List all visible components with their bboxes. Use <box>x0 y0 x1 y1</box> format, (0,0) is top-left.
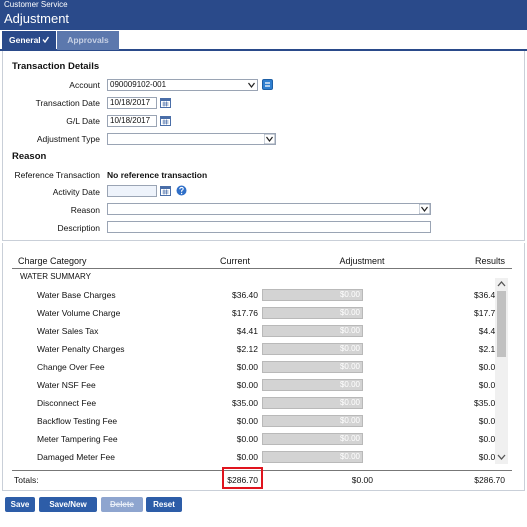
column-header: Charge Category <box>18 256 87 266</box>
account-select[interactable]: 090009102-001 <box>107 79 258 91</box>
adjustment-input[interactable]: $0.00 <box>262 433 363 445</box>
save-button[interactable]: Save <box>5 497 35 512</box>
dropdown-arrow <box>248 82 255 88</box>
row-category: Water Penalty Charges <box>37 344 125 354</box>
save-new-button[interactable]: Save/New <box>39 497 97 512</box>
row-results: $0.00 <box>478 434 500 444</box>
total-current: $286.70 <box>227 475 258 485</box>
row-results: $4.41 <box>478 326 500 336</box>
row-current: $4.41 <box>236 326 258 336</box>
row-results: $2.12 <box>478 344 500 354</box>
adjustment-input[interactable]: $0.00 <box>262 307 363 319</box>
row-current: $0.00 <box>236 416 258 426</box>
adjustment-input[interactable]: $0.00 <box>262 397 363 409</box>
adjustment-input[interactable]: $0.00 <box>262 343 363 355</box>
tab-bar <box>0 30 527 51</box>
adjustment-input[interactable]: $0.00 <box>262 361 363 373</box>
row-current: $35.00 <box>232 398 258 408</box>
field-label: Reason <box>70 205 100 215</box>
lookup-icon[interactable] <box>262 79 273 90</box>
adjustment-input[interactable]: $0.00 <box>262 379 363 391</box>
field-label: Description <box>57 223 100 233</box>
row-current: $17.76 <box>232 308 258 318</box>
tab-general[interactable]: General <box>2 31 56 50</box>
row-category: Damaged Meter Fee <box>37 452 115 462</box>
row-results: $0.00 <box>478 452 500 462</box>
adjustment-input[interactable]: $0.00 <box>262 451 363 463</box>
section-heading: Reason <box>12 151 47 162</box>
row-category: Change Over Fee <box>37 362 105 372</box>
check-icon <box>42 36 49 44</box>
calendar-icon[interactable] <box>160 185 171 196</box>
field-label: Reference Transaction <box>14 170 100 180</box>
field-label: Transaction Date <box>35 98 100 108</box>
adjustment-type-select[interactable] <box>107 133 276 145</box>
dropdown-arrow <box>419 204 430 214</box>
scroll-down[interactable] <box>495 451 508 463</box>
header-divider <box>12 268 512 269</box>
column-header: Adjustment <box>339 256 385 266</box>
highlight-box <box>222 467 263 489</box>
app-name: Customer Service <box>4 0 68 9</box>
help-icon[interactable] <box>176 185 187 196</box>
row-results: $17.76 <box>474 308 500 318</box>
row-results: $0.00 <box>478 380 500 390</box>
field-label: Account <box>69 80 100 90</box>
row-results: $0.00 <box>478 416 500 426</box>
row-current: $0.00 <box>236 434 258 444</box>
scroll-up[interactable] <box>495 278 508 290</box>
total-adjustment: $0.00 <box>351 475 373 485</box>
field-value: 090009102-001 <box>110 80 167 89</box>
adjustment-input[interactable]: $0.00 <box>262 325 363 337</box>
row-category: Water Base Charges <box>37 290 116 300</box>
reset-button[interactable]: Reset <box>146 497 182 512</box>
adjustment-input[interactable]: $0.00 <box>262 289 363 301</box>
date-input[interactable] <box>107 185 157 197</box>
header-bar <box>0 0 527 30</box>
section-heading: Transaction Details <box>12 61 100 72</box>
table-body: Water Base Charges $36.40 $0.00 $36.40 Water… <box>0 283 527 466</box>
description-input[interactable] <box>107 221 431 233</box>
column-header: Current <box>219 256 250 266</box>
calendar-icon[interactable] <box>160 115 171 126</box>
row-results: $0.00 <box>478 362 500 372</box>
row-category: Water Sales Tax <box>37 326 99 336</box>
date-input[interactable]: 10/18/2017 <box>107 97 157 109</box>
dropdown-arrow <box>264 134 275 144</box>
row-current: $0.00 <box>236 380 258 390</box>
row-current: $36.40 <box>232 290 258 300</box>
field-label: Adjustment Type <box>36 134 100 144</box>
row-results: $35.00 <box>474 398 500 408</box>
reason-select[interactable] <box>107 203 431 215</box>
row-current: $0.00 <box>236 362 258 372</box>
column-header: Results <box>474 256 505 266</box>
row-category: Disconnect Fee <box>37 398 97 408</box>
row-category: Water Volume Charge <box>37 308 121 318</box>
row-current: $0.00 <box>236 452 258 462</box>
field-label: G/L Date <box>66 116 100 126</box>
date-input[interactable]: 10/18/2017 <box>107 115 157 127</box>
page-title: Adjustment <box>4 11 70 26</box>
row-current: $2.12 <box>236 344 258 354</box>
field-label: Activity Date <box>52 187 100 197</box>
total-results: $286.70 <box>474 475 505 485</box>
row-category: Backflow Testing Fee <box>37 416 118 426</box>
tab-label: General <box>9 35 41 45</box>
form-panel <box>2 51 525 241</box>
row-results: $36.40 <box>474 290 500 300</box>
delete-button: Delete <box>101 497 143 512</box>
adjustment-input[interactable]: $0.00 <box>262 415 363 427</box>
totals-label: Totals: <box>14 475 39 485</box>
row-category: Water NSF Fee <box>37 380 96 390</box>
calendar-icon[interactable] <box>160 97 171 108</box>
group-label: WATER SUMMARY <box>20 272 91 281</box>
tab-approvals[interactable]: Approvals <box>57 31 119 50</box>
table-panel <box>2 243 525 491</box>
scroll-thumb[interactable] <box>497 291 506 357</box>
field-value: No reference transaction <box>107 170 208 180</box>
row-category: Meter Tampering Fee <box>37 434 118 444</box>
